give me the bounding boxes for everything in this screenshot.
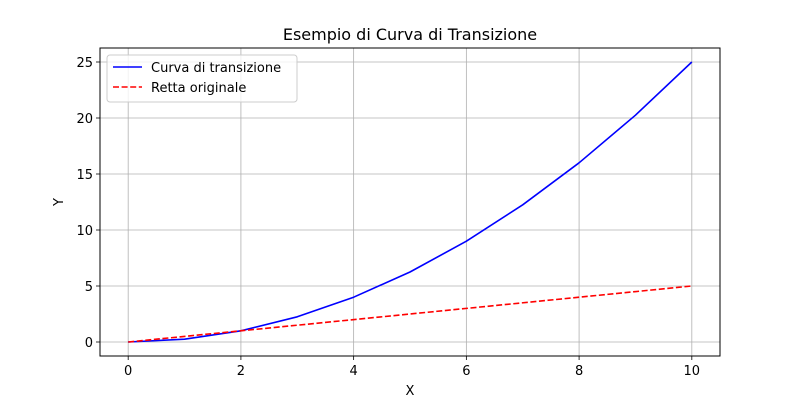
series-line-curva [128,61,693,343]
y-tick-label: 0 [85,336,93,351]
x-tick-label: 6 [462,364,470,379]
x-axis-label: X [406,384,415,399]
legend-label-curva: Curva di transizione [151,61,281,76]
x-tick-label: 8 [575,364,583,379]
ticks: 0 2 4 6 8 10 0 5 10 15 20 25 [76,56,700,379]
y-axis-label: Y [52,198,67,207]
series-line-retta [128,285,692,343]
y-tick-label: 25 [76,56,93,71]
x-tick-label: 4 [349,364,357,379]
plot-frame [99,47,721,357]
x-tick-label: 0 [124,364,132,379]
x-tick-label: 2 [237,364,245,379]
chart-title: Esempio di Curva di Transizione [283,25,537,44]
legend-label-retta: Retta originale [151,81,246,96]
y-tick-label: 20 [76,112,93,127]
legend: Curva di transizione Retta originale [106,54,298,103]
y-tick-label: 15 [76,168,93,183]
legend-box [106,54,298,103]
y-tick-label: 10 [76,224,93,239]
series-layer [128,61,693,343]
x-tick-label: 10 [684,364,701,379]
y-tick-label: 5 [85,280,93,295]
